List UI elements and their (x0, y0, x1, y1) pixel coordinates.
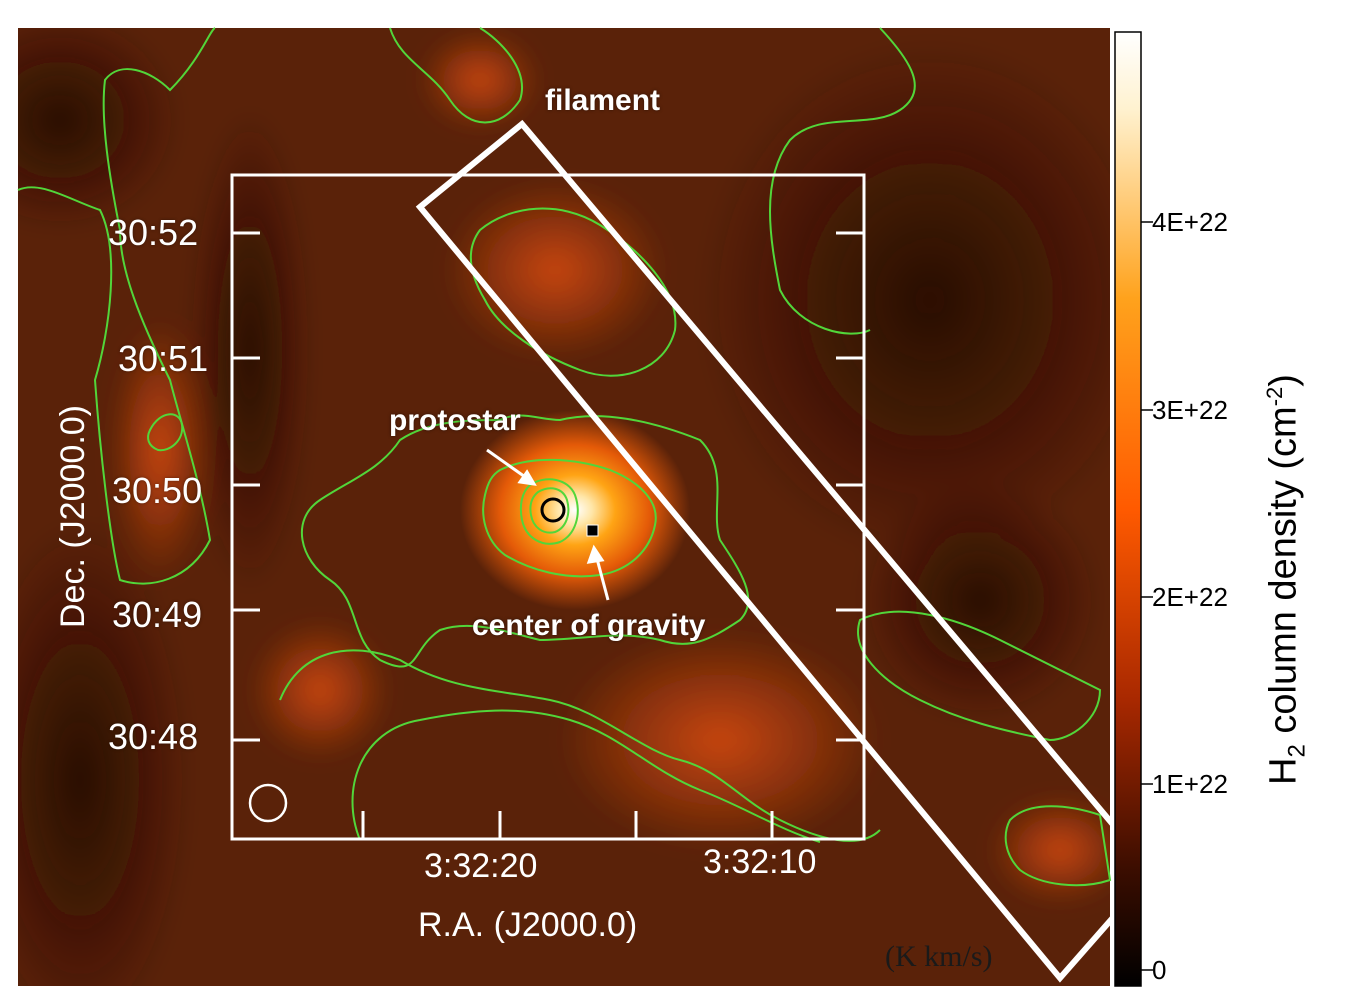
contour-core-outer (301, 414, 750, 668)
dec-tick-label: 30:52 (108, 212, 199, 253)
beam-circle (248, 783, 288, 823)
ra-tick-label: 3:32:20 (424, 847, 538, 885)
dec-axis-title: Dec. (J2000.0) (54, 405, 92, 628)
colorbar-tick-label: 3E+22 (1152, 395, 1228, 425)
contour-outer-left (17, 27, 216, 585)
protostar-marker (540, 497, 566, 523)
contour-left-blob (147, 413, 184, 452)
contour-core-inner1 (519, 478, 579, 545)
ra-axis-title: R.A. (J2000.0) (418, 906, 638, 944)
contour-core-mid (482, 458, 657, 578)
dec-tick-marks (232, 231, 864, 839)
center-of-gravity-label: center of gravity (472, 609, 706, 642)
contour-filament-clump (469, 207, 677, 377)
annotation-arrows (486, 448, 610, 601)
filament-box (415, 119, 1157, 983)
colorbar-title-end: ) (1262, 374, 1305, 387)
colorbar-title-rest: column density (cm (1262, 406, 1305, 745)
protostar-arrow (486, 448, 529, 481)
dec-tick-label: 30:48 (108, 716, 199, 757)
center-of-gravity-marker (586, 524, 599, 537)
dec-tick-label: 30:51 (118, 338, 209, 379)
dec-tick-label: 30:50 (112, 470, 203, 511)
protostar-label: protostar (389, 404, 521, 437)
contour-lines (17, 27, 1112, 887)
contour-core-inner2 (529, 487, 570, 534)
dec-tick-label: 30:49 (112, 594, 203, 635)
cog-arrow (594, 554, 610, 601)
inset-unit-label: (K km/s) (885, 940, 993, 973)
colorbar-tick-label: 0 (1152, 955, 1167, 985)
cog-arrowhead (586, 544, 605, 564)
colorbar-title-sub: 2 (1283, 744, 1311, 758)
contour-right-mid (857, 610, 1102, 742)
colorbar-title: H2 column density (cm-2) (1262, 374, 1311, 785)
colorbar-tick-marks (1141, 221, 1153, 971)
colorbar (1114, 31, 1142, 987)
contour-lower-left (351, 709, 821, 843)
filament-label: filament (545, 84, 661, 117)
colorbar-tick-label: 1E+22 (1152, 769, 1228, 799)
colorbar-title-sup: -2 (1262, 386, 1287, 407)
inset-box (230, 173, 866, 841)
contour-top-right (769, 27, 916, 335)
contour-lower (279, 649, 881, 842)
protostar-arrowhead (517, 469, 537, 486)
colorbar-tick-label: 2E+22 (1152, 582, 1228, 612)
contour-right-lower (1004, 805, 1112, 887)
colorbar-title-h: H (1262, 757, 1305, 785)
colorbar-tick-label: 4E+22 (1152, 207, 1228, 237)
ra-tick-label: 3:32:10 (703, 843, 817, 881)
contour-top (389, 27, 523, 124)
